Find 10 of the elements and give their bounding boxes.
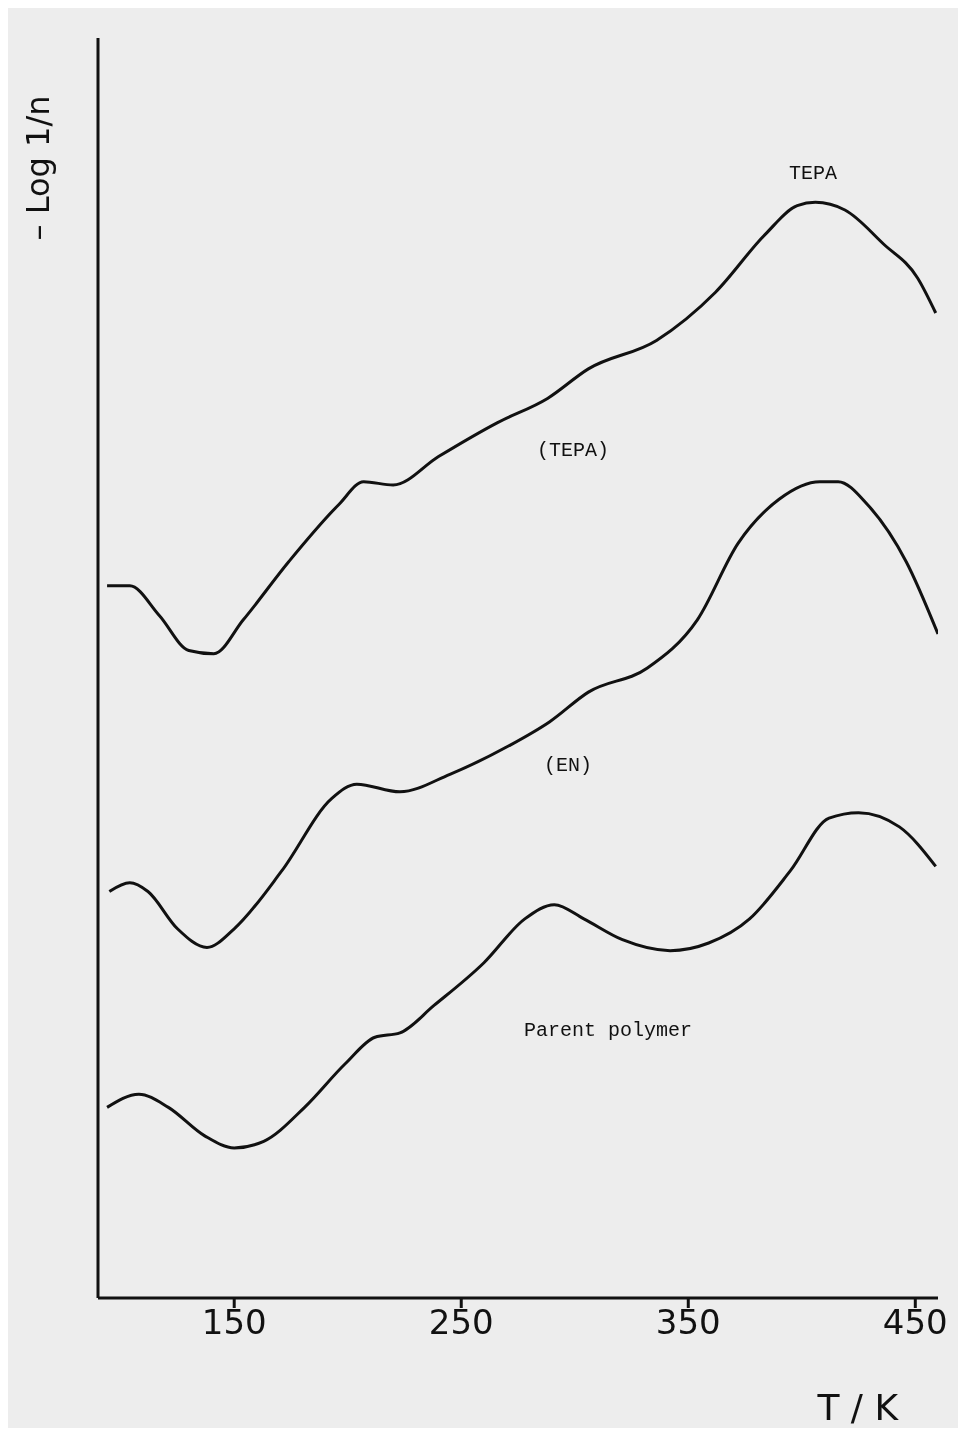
x-tick-label: 350	[655, 1302, 721, 1343]
text: TEPA	[788, 161, 838, 185]
annotation: (EN)	[543, 753, 593, 777]
x-tick-label: 250	[428, 1302, 494, 1343]
x-tick-label: 450	[882, 1302, 948, 1343]
y-axis-title: – Log 1/n	[19, 95, 58, 241]
annotation: Parent polymer	[523, 1018, 693, 1042]
annotation: (TEPA)	[536, 438, 610, 462]
x-axis-title: T / K	[817, 1387, 898, 1428]
x-tick-label: 150	[201, 1302, 267, 1343]
